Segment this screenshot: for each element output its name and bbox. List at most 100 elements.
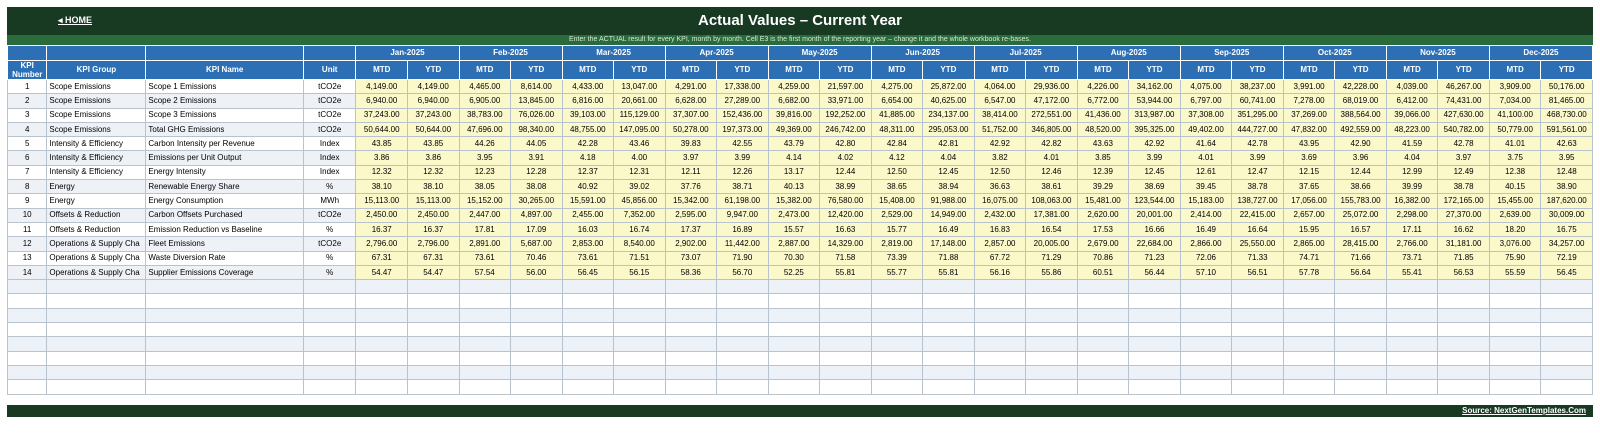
empty-cell[interactable] xyxy=(1025,322,1078,338)
mtd-value-cell[interactable]: 48,311.00 xyxy=(870,121,924,138)
ytd-value-cell[interactable]: 540,782.00 xyxy=(1437,121,1490,138)
empty-cell[interactable] xyxy=(355,307,408,324)
empty-cell[interactable] xyxy=(1128,279,1181,295)
mtd-value-cell[interactable]: 3,909.00 xyxy=(1488,78,1542,95)
ytd-value-cell[interactable]: 16.63 xyxy=(819,221,872,238)
ytd-value-cell[interactable]: 27,289.00 xyxy=(716,93,769,109)
empty-cell[interactable] xyxy=(1231,293,1284,309)
empty-cell[interactable] xyxy=(46,322,147,338)
ytd-value-cell[interactable]: 234,137.00 xyxy=(922,107,975,123)
mtd-value-cell[interactable]: 37.65 xyxy=(1282,179,1336,195)
empty-cell[interactable] xyxy=(922,293,975,309)
mtd-value-cell[interactable]: 13.17 xyxy=(767,164,821,181)
mtd-value-cell[interactable]: 4.01 xyxy=(1179,150,1233,166)
ytd-value-cell[interactable]: 42.63 xyxy=(1540,136,1593,152)
mtd-value-cell[interactable]: 17.81 xyxy=(458,221,512,238)
mtd-value-cell[interactable]: 15.57 xyxy=(767,221,821,238)
empty-cell[interactable] xyxy=(922,322,975,338)
empty-cell[interactable] xyxy=(46,364,147,381)
ytd-value-cell[interactable]: 54.47 xyxy=(406,264,460,281)
mtd-value-cell[interactable]: 2,447.00 xyxy=(458,207,512,223)
empty-cell[interactable] xyxy=(1128,364,1181,381)
mtd-value-cell[interactable]: 2,819.00 xyxy=(870,236,924,252)
mtd-value-cell[interactable]: 75.90 xyxy=(1488,250,1542,266)
mtd-value-cell[interactable]: 17,056.00 xyxy=(1282,193,1336,209)
mtd-value-cell[interactable]: 2,766.00 xyxy=(1385,236,1439,252)
mtd-value-cell[interactable]: 2,853.00 xyxy=(561,236,615,252)
ytd-value-cell[interactable]: 31,181.00 xyxy=(1437,236,1490,252)
ytd-value-cell[interactable]: 8,540.00 xyxy=(613,236,666,252)
mtd-value-cell[interactable]: 16,382.00 xyxy=(1385,193,1439,209)
ytd-value-cell[interactable]: 11,442.00 xyxy=(716,236,769,252)
ytd-value-cell[interactable]: 12.47 xyxy=(1231,164,1284,181)
mtd-value-cell[interactable]: 2,639.00 xyxy=(1488,207,1542,223)
empty-cell[interactable] xyxy=(145,322,304,338)
empty-cell[interactable] xyxy=(406,364,460,381)
ytd-value-cell[interactable]: 2,796.00 xyxy=(406,236,460,252)
mtd-value-cell[interactable]: 17.11 xyxy=(1385,221,1439,238)
mtd-value-cell[interactable]: 2,679.00 xyxy=(1076,236,1130,252)
mtd-value-cell[interactable]: 16.83 xyxy=(973,221,1027,238)
empty-cell[interactable] xyxy=(1540,307,1593,324)
ytd-value-cell[interactable]: 38.71 xyxy=(716,179,769,195)
mtd-value-cell[interactable]: 3.95 xyxy=(458,150,512,166)
empty-cell[interactable] xyxy=(561,364,615,381)
ytd-value-cell[interactable]: 56.53 xyxy=(1437,264,1490,281)
ytd-value-cell[interactable]: 388,564.00 xyxy=(1334,107,1387,123)
empty-cell[interactable] xyxy=(561,379,615,395)
ytd-value-cell[interactable]: 4.01 xyxy=(1025,150,1078,166)
empty-cell[interactable] xyxy=(922,279,975,295)
mtd-value-cell[interactable]: 15,591.00 xyxy=(561,193,615,209)
ytd-value-cell[interactable]: 16.57 xyxy=(1334,221,1387,238)
empty-cell[interactable] xyxy=(819,307,872,324)
empty-cell[interactable] xyxy=(302,350,357,366)
mtd-value-cell[interactable]: 6,797.00 xyxy=(1179,93,1233,109)
empty-cell[interactable] xyxy=(510,364,563,381)
mtd-value-cell[interactable]: 55.77 xyxy=(870,264,924,281)
mtd-value-cell[interactable]: 41.59 xyxy=(1385,136,1439,152)
ytd-value-cell[interactable]: 12.28 xyxy=(510,164,563,181)
mtd-value-cell[interactable]: 40.13 xyxy=(767,179,821,195)
ytd-value-cell[interactable]: 192,252.00 xyxy=(819,107,872,123)
mtd-value-cell[interactable]: 7,278.00 xyxy=(1282,93,1336,109)
ytd-value-cell[interactable]: 71.58 xyxy=(819,250,872,266)
mtd-value-cell[interactable]: 12.50 xyxy=(973,164,1027,181)
empty-cell[interactable] xyxy=(355,364,408,381)
mtd-value-cell[interactable]: 43.85 xyxy=(355,136,408,152)
ytd-value-cell[interactable]: 42.82 xyxy=(1025,136,1078,152)
empty-cell[interactable] xyxy=(46,379,147,395)
empty-cell[interactable] xyxy=(767,322,821,338)
empty-cell[interactable] xyxy=(819,279,872,295)
mtd-value-cell[interactable]: 40.92 xyxy=(561,179,615,195)
mtd-value-cell[interactable]: 12.11 xyxy=(664,164,718,181)
ytd-value-cell[interactable]: 71.23 xyxy=(1128,250,1181,266)
ytd-value-cell[interactable]: 61,198.00 xyxy=(716,193,769,209)
mtd-value-cell[interactable]: 2,414.00 xyxy=(1179,207,1233,223)
empty-cell[interactable] xyxy=(973,350,1027,366)
ytd-value-cell[interactable]: 115,129.00 xyxy=(613,107,666,123)
empty-cell[interactable] xyxy=(6,322,48,338)
ytd-value-cell[interactable]: 5,687.00 xyxy=(510,236,563,252)
empty-cell[interactable] xyxy=(406,293,460,309)
mtd-value-cell[interactable]: 2,473.00 xyxy=(767,207,821,223)
empty-cell[interactable] xyxy=(145,307,304,324)
mtd-value-cell[interactable]: 39.83 xyxy=(664,136,718,152)
ytd-value-cell[interactable]: 2,450.00 xyxy=(406,207,460,223)
mtd-value-cell[interactable]: 2,865.00 xyxy=(1282,236,1336,252)
ytd-value-cell[interactable]: 12.44 xyxy=(819,164,872,181)
mtd-value-cell[interactable]: 12.15 xyxy=(1282,164,1336,181)
mtd-value-cell[interactable]: 6,816.00 xyxy=(561,93,615,109)
ytd-value-cell[interactable]: 74,431.00 xyxy=(1437,93,1490,109)
empty-cell[interactable] xyxy=(664,307,718,324)
empty-cell[interactable] xyxy=(145,364,304,381)
mtd-value-cell[interactable]: 73.39 xyxy=(870,250,924,266)
mtd-value-cell[interactable]: 15,113.00 xyxy=(355,193,408,209)
empty-cell[interactable] xyxy=(819,293,872,309)
mtd-value-cell[interactable]: 2,529.00 xyxy=(870,207,924,223)
mtd-value-cell[interactable]: 16.37 xyxy=(355,221,408,238)
empty-cell[interactable] xyxy=(561,293,615,309)
mtd-value-cell[interactable]: 49,369.00 xyxy=(767,121,821,138)
ytd-value-cell[interactable]: 38.78 xyxy=(1437,179,1490,195)
empty-cell[interactable] xyxy=(1437,293,1490,309)
mtd-value-cell[interactable]: 38.10 xyxy=(355,179,408,195)
